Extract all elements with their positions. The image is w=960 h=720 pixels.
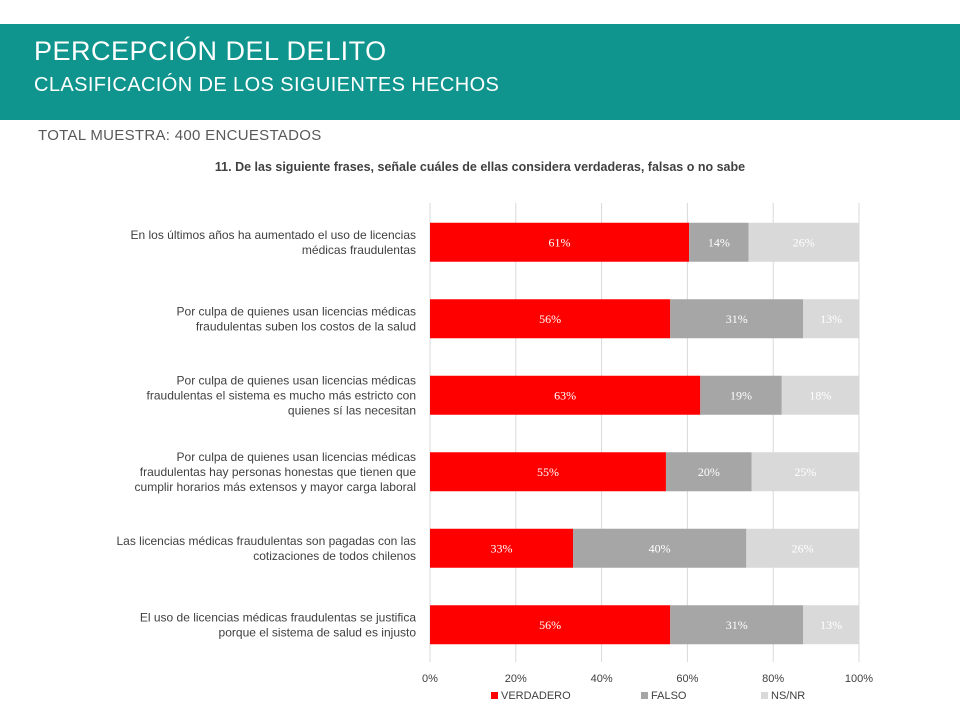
category-label: Las licencias médicas fraudulentas son p… — [116, 534, 416, 548]
bar-segment-verdadero — [430, 452, 666, 492]
legend-swatch — [491, 692, 498, 699]
data-label: 55% — [537, 465, 559, 479]
category-label: cotizaciones de todos chilenos — [253, 549, 416, 563]
data-label: 61% — [549, 235, 571, 249]
sample-size-text: TOTAL MUESTRA: 400 ENCUESTADOS — [38, 127, 322, 144]
data-label: 25% — [794, 465, 816, 479]
x-tick-label: 40% — [591, 673, 613, 685]
data-label: 33% — [491, 541, 513, 555]
data-label: 18% — [809, 388, 831, 402]
category-label: fraudulentas suben los costos de la salu… — [196, 319, 416, 333]
category-label: En los últimos años ha aumentado el uso … — [130, 228, 416, 242]
data-label: 20% — [698, 465, 720, 479]
legend-swatch — [761, 692, 768, 699]
chart-title: 11. De las siguiente frases, señale cuál… — [0, 160, 960, 174]
legend-label: FALSO — [651, 690, 687, 702]
data-label: 26% — [792, 541, 814, 555]
data-label: 56% — [539, 618, 561, 632]
x-tick-label: 0% — [422, 673, 438, 685]
legend-label: NS/NR — [771, 690, 805, 702]
bar-segment-verdadero — [430, 222, 690, 262]
legend-swatch — [641, 692, 648, 699]
category-label: Por culpa de quienes usan licencias médi… — [177, 373, 416, 387]
data-label: 26% — [793, 235, 815, 249]
bar-segment-falso — [670, 605, 804, 645]
category-label: Por culpa de quienes usan licencias médi… — [177, 450, 416, 464]
legend-label: VERDADERO — [501, 690, 571, 702]
data-label: 31% — [726, 312, 748, 326]
bar-segment-verdadero — [430, 375, 701, 415]
bar-segment-nsnr — [746, 528, 859, 568]
data-label: 56% — [539, 312, 561, 326]
category-label: porque el sistema de salud es injusto — [219, 625, 417, 639]
header-banner: PERCEPCIÓN DEL DELITO CLASIFICACIÓN DE L… — [0, 24, 960, 120]
bar-segment-falso — [700, 375, 782, 415]
page-subtitle: CLASIFICACIÓN DE LOS SIGUIENTES HECHOS — [34, 74, 500, 96]
bar-segment-falso — [573, 528, 747, 568]
chart-title-text: 11. De las siguiente frases, señale cuál… — [214, 160, 746, 174]
bar-segment-nsnr — [781, 375, 859, 415]
category-label: cumplir horarios más extensos y mayor ca… — [135, 480, 416, 494]
page-title: PERCEPCIÓN DEL DELITO — [34, 36, 387, 66]
category-label: Por culpa de quienes usan licencias médi… — [177, 304, 416, 318]
bar-segment-verdadero — [430, 605, 671, 645]
x-tick-label: 20% — [505, 673, 527, 685]
x-tick-label: 100% — [845, 673, 873, 685]
category-label: médicas fraudulentas — [302, 243, 416, 257]
bar-segment-falso — [670, 299, 804, 339]
bar-segment-nsnr — [803, 605, 859, 645]
x-tick-label: 80% — [762, 673, 784, 685]
data-label: 13% — [820, 618, 842, 632]
data-label: 31% — [726, 618, 748, 632]
bar-segment-falso — [689, 222, 749, 262]
category-label: fraudulentas hay personas honestas que t… — [140, 465, 417, 479]
category-label: El uso de licencias médicas fraudulentas… — [140, 610, 416, 624]
x-tick-label: 60% — [676, 673, 698, 685]
bar-segment-nsnr — [748, 222, 859, 262]
data-label: 40% — [649, 541, 671, 555]
data-label: 13% — [820, 312, 842, 326]
bar-segment-verdadero — [430, 528, 573, 568]
category-label: fraudulentas el sistema es mucho más est… — [147, 388, 416, 402]
data-label: 14% — [708, 235, 730, 249]
bar-segment-nsnr — [751, 452, 859, 492]
bar-segment-verdadero — [430, 299, 671, 339]
bar-segment-falso — [665, 452, 752, 492]
bar-segment-nsnr — [803, 299, 859, 339]
category-label: quienes sí las necesitan — [288, 403, 416, 417]
data-label: 19% — [730, 388, 752, 402]
data-label: 63% — [554, 388, 576, 402]
